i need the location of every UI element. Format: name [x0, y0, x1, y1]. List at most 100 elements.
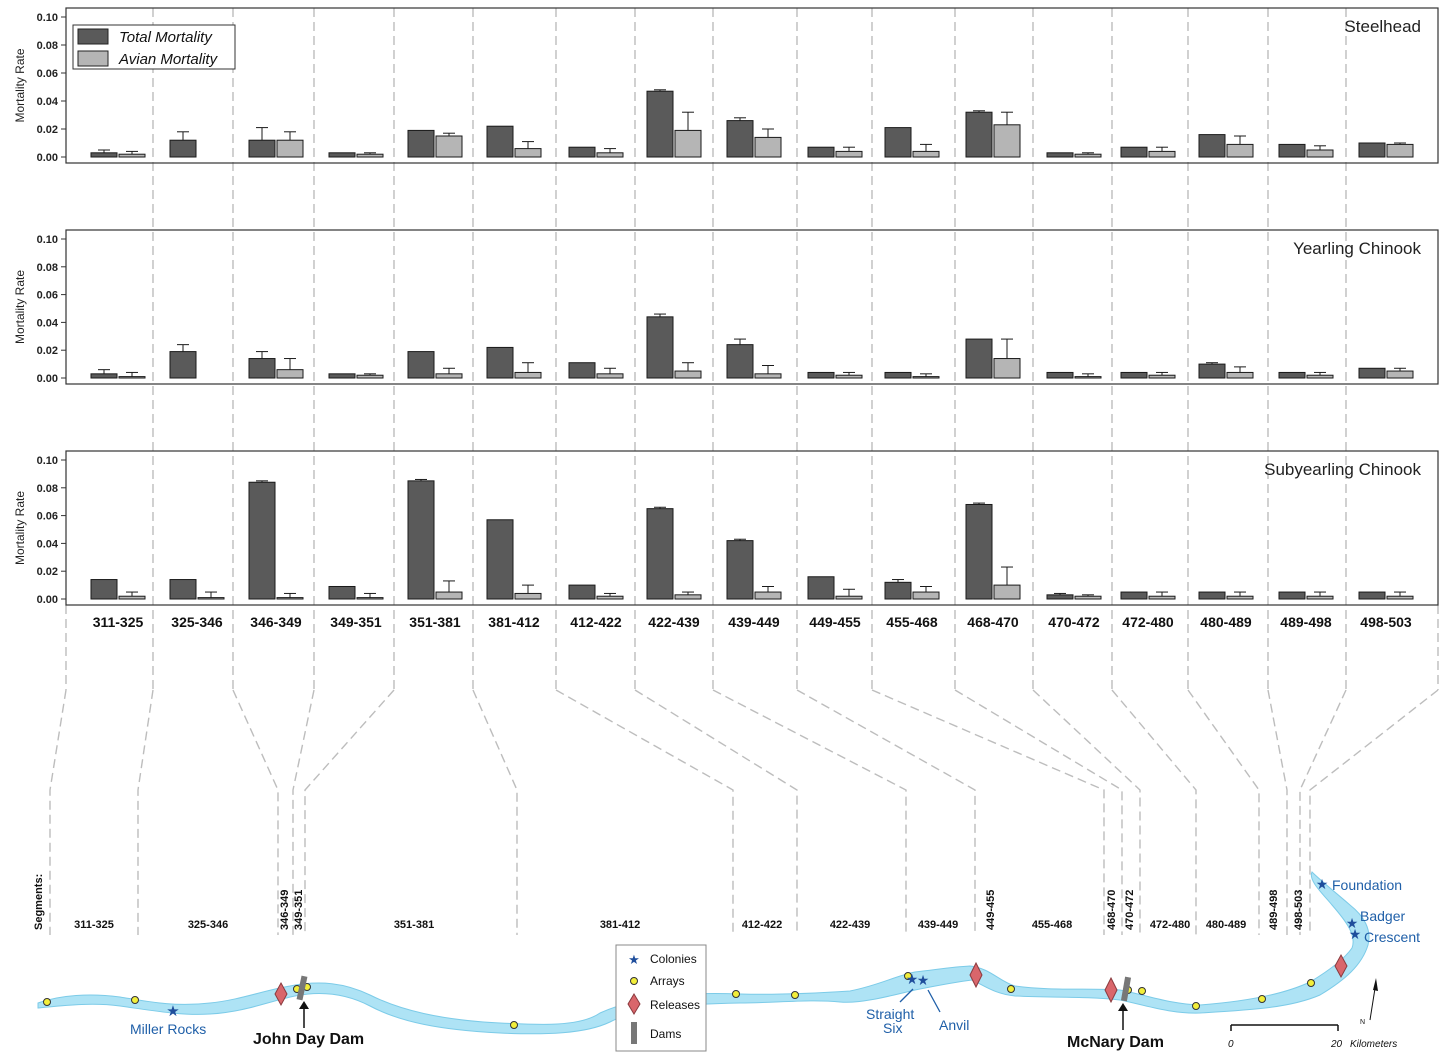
segment-label: 468-470	[967, 614, 1019, 630]
bar-avian	[1074, 376, 1102, 379]
bar-total	[726, 120, 754, 158]
bar-total	[884, 371, 912, 379]
y-tick-label: 0.02	[37, 566, 58, 578]
bar-avian	[1074, 153, 1102, 158]
bar-total	[1358, 142, 1386, 158]
y-tick-label: 0.00	[37, 152, 58, 164]
place-label-badger: Badger	[1360, 908, 1405, 924]
bar-avian	[435, 591, 463, 600]
chart-legend: Total Mortality Avian Mortality	[72, 24, 236, 70]
bar-avian	[1226, 143, 1254, 158]
y-tick-label: 0.06	[37, 68, 58, 80]
bar-total	[169, 351, 197, 379]
map-segment-label: 381-412	[600, 919, 640, 931]
bar-total	[807, 371, 835, 379]
bar-total	[328, 585, 356, 600]
bar-avian	[1148, 595, 1176, 600]
bar-avian	[276, 597, 304, 600]
bar-total	[807, 146, 835, 158]
bar-avian	[118, 595, 146, 600]
bar-avian	[1148, 374, 1176, 379]
map-segment-label: 472-480	[1150, 919, 1190, 931]
segment-label: 349-351	[330, 614, 382, 630]
segment-funnel-line	[292, 689, 315, 935]
map-segment-label: 480-489	[1206, 919, 1246, 931]
release-marker	[969, 961, 983, 989]
array-marker	[1192, 1002, 1200, 1010]
segment-funnel-line	[1111, 689, 1197, 935]
legend-label-total: Total Mortality	[119, 29, 213, 46]
scale-zero: 0	[1228, 1039, 1234, 1050]
y-tick-label: 0.04	[37, 96, 59, 108]
y-tick-label: 0.08	[37, 483, 58, 495]
segment-label: 351-381	[409, 614, 461, 630]
segment-label: 470-472	[1048, 614, 1100, 630]
segment-label: 422-439	[648, 614, 700, 630]
bar-total	[965, 503, 993, 600]
segment-label: 311-325	[93, 614, 144, 630]
map-segment-label: 489-498	[1268, 890, 1280, 930]
bar-total	[248, 139, 276, 158]
bar-avian	[596, 152, 624, 158]
bar-avian	[754, 591, 782, 600]
map-legend-releases: Releases	[650, 998, 700, 1012]
north-arrowhead	[1373, 978, 1378, 991]
bar-total	[1278, 591, 1306, 600]
bar-avian	[1226, 595, 1254, 600]
segment-funnel-line	[1187, 689, 1260, 935]
array-marker	[791, 991, 799, 999]
pointer-arrow	[927, 989, 941, 1013]
legend-swatch-total	[77, 28, 109, 45]
bar-avian	[835, 374, 863, 379]
segment-funnel-line	[472, 689, 518, 935]
array-marker	[1007, 985, 1015, 993]
panel-frame	[65, 7, 1439, 164]
bar-avian	[435, 135, 463, 158]
bar-avian	[754, 373, 782, 379]
bar-total	[1198, 363, 1226, 379]
bar-total	[328, 373, 356, 379]
bar-total	[1198, 591, 1226, 600]
bar-total	[90, 579, 118, 600]
bar-avian	[118, 376, 146, 379]
bar-total	[646, 508, 674, 600]
bar-total	[884, 127, 912, 158]
scale-bar: 0 20 Kilometers N	[1228, 978, 1397, 1050]
array-marker	[732, 990, 740, 998]
bar-total	[486, 125, 514, 158]
y-axis-label: Mortality Rate	[13, 48, 27, 122]
bar-avian	[1386, 370, 1414, 379]
map-segment-label: 351-381	[394, 919, 434, 931]
segment-label: 346-349	[250, 614, 302, 630]
map-segment-label: 468-470	[1106, 890, 1118, 930]
segment-funnel-line	[1299, 689, 1347, 935]
map-segment-label: 346-349	[279, 890, 291, 930]
bar-total	[646, 90, 674, 158]
bar-avian	[356, 153, 384, 158]
panel-frame	[65, 450, 1439, 606]
bar-avian	[912, 376, 940, 379]
release-marker	[1104, 976, 1118, 1004]
scale-twenty: 20	[1330, 1039, 1343, 1050]
bar-avian	[835, 595, 863, 600]
release-marker	[1334, 953, 1348, 979]
array-marker	[904, 972, 912, 980]
bar-avian	[674, 594, 702, 600]
segment-funnel-line	[49, 689, 67, 935]
segment-label: 449-455	[809, 614, 861, 630]
panel-0: 0.00 0.02 0.04 0.06 0.08 0.10 Mortality Rate St…	[13, 7, 1439, 164]
map-segment-label: 455-468	[1032, 919, 1072, 931]
bar-total	[1358, 591, 1386, 600]
bar-total	[248, 358, 276, 379]
map-segment-label: 470-472	[1124, 890, 1136, 930]
colony-star-icon: ★	[1316, 876, 1329, 892]
segment-funnel-line	[871, 689, 1105, 935]
dam-arrowhead	[1118, 1003, 1128, 1011]
segment-funnel-line	[137, 689, 154, 935]
segment-funnel-line	[712, 689, 907, 935]
bar-total	[169, 579, 197, 600]
colony-star-icon: ★	[1349, 926, 1362, 942]
map-segment-label: 439-449	[918, 919, 958, 931]
bar-total	[407, 480, 435, 600]
